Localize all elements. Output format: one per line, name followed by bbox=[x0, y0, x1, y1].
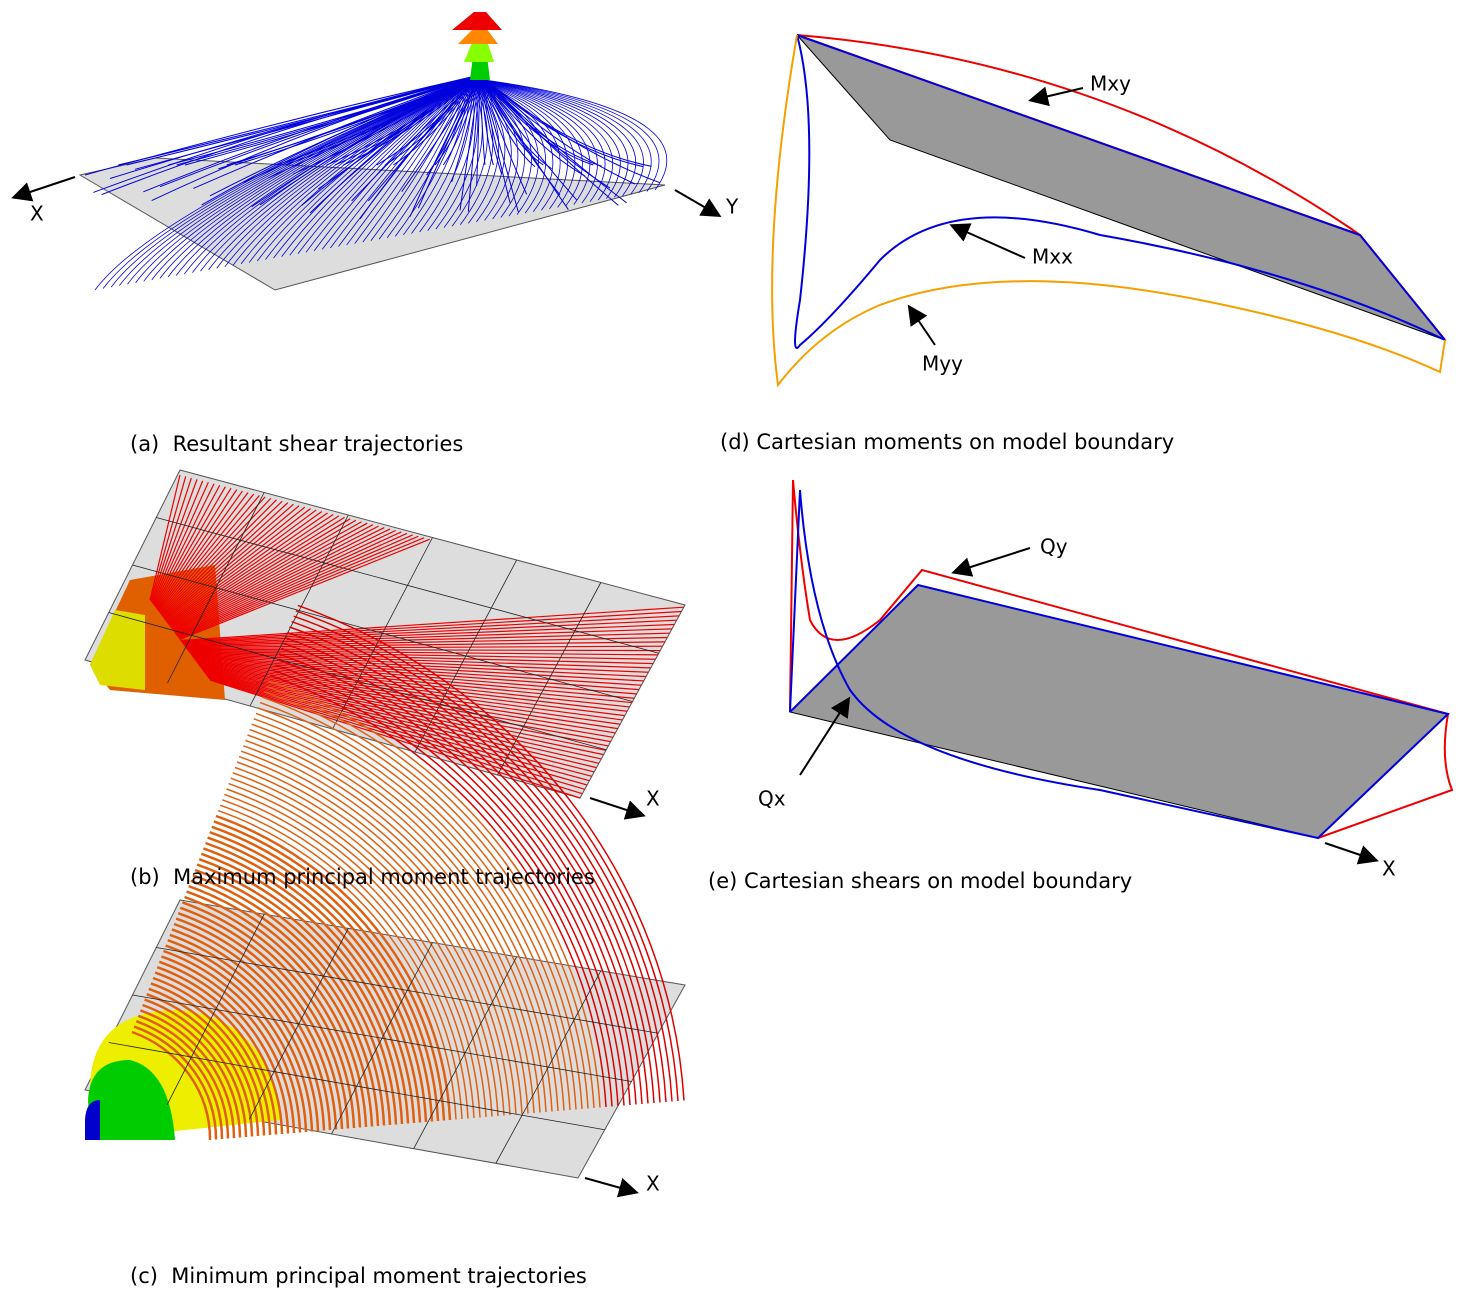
annotation: Mxy bbox=[1090, 72, 1131, 96]
annotation: Mxx bbox=[1032, 245, 1073, 269]
spike bbox=[458, 28, 498, 44]
panel-b bbox=[85, 470, 685, 798]
arrow bbox=[675, 190, 718, 215]
caption: (e) Cartesian shears on model boundary bbox=[708, 869, 1132, 893]
arrow bbox=[590, 798, 642, 815]
panel-e: Qy Qx X bbox=[758, 480, 1452, 881]
caption: (c) Minimum principal moment trajectorie… bbox=[130, 1264, 587, 1288]
arrow bbox=[585, 1178, 635, 1192]
arrow bbox=[910, 308, 935, 345]
arrow bbox=[1325, 843, 1375, 860]
axis-label: X bbox=[646, 787, 660, 811]
panel-a bbox=[80, 12, 667, 290]
caption: (d) Cartesian moments on model boundary bbox=[720, 430, 1174, 454]
arrow bbox=[955, 548, 1030, 572]
spike bbox=[452, 12, 502, 30]
annotation: Qy bbox=[1040, 535, 1068, 559]
caption: (a) Resultant shear trajectories bbox=[130, 432, 463, 456]
axis-label: X bbox=[1382, 857, 1396, 881]
arrow bbox=[953, 226, 1025, 258]
arrow bbox=[15, 177, 75, 197]
plate bbox=[80, 158, 665, 290]
caption: (b) Maximum principal moment trajectorie… bbox=[130, 865, 595, 889]
hot-zone bbox=[90, 610, 145, 690]
axis-label: X bbox=[30, 202, 44, 226]
axis-label: Y bbox=[725, 195, 739, 219]
figure: Mxy Mxx Myy Qy Qx X X Y X X (a) Resultan… bbox=[0, 0, 1465, 1296]
arrow bbox=[1032, 88, 1083, 100]
axis-label: X bbox=[646, 1172, 660, 1196]
panel-d: Mxy Mxx Myy bbox=[772, 35, 1445, 385]
annotation: Qx bbox=[758, 787, 786, 811]
hot-zone bbox=[85, 1100, 100, 1140]
annotation: Myy bbox=[922, 352, 963, 376]
